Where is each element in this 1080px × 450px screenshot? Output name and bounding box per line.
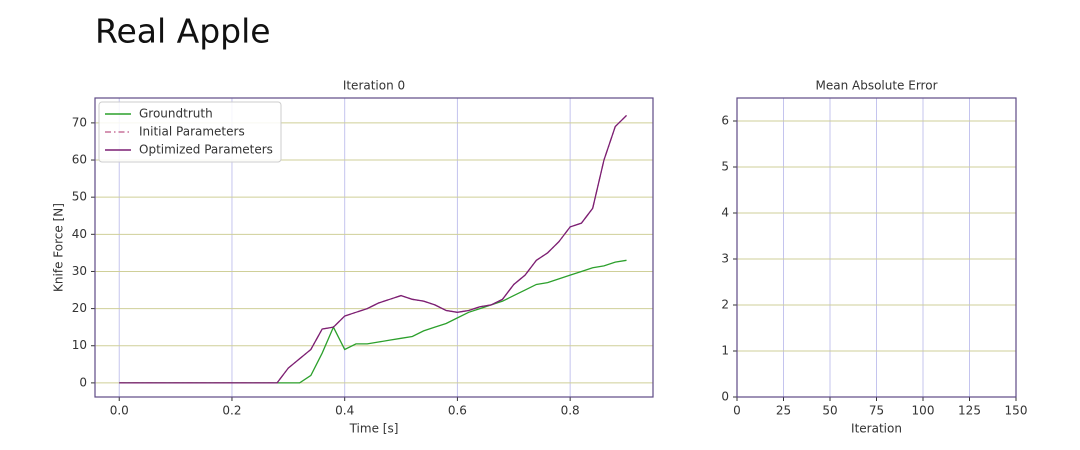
x-tick-label: 50	[822, 404, 837, 418]
x-tick-label: 75	[869, 404, 884, 418]
y-tick-label: 10	[72, 338, 87, 352]
x-tick-label: 125	[958, 404, 981, 418]
legend-box	[98, 101, 282, 163]
y-tick-label: 0	[721, 390, 729, 404]
axes-frame	[736, 97, 1017, 398]
page-title: Real Apple	[95, 12, 271, 51]
series-line	[119, 114, 627, 384]
y-tick-label: 4	[721, 206, 729, 220]
y-tick-label: 20	[72, 301, 87, 315]
x-tick-label: 0.0	[110, 404, 129, 418]
x-tick-label: 25	[776, 404, 791, 418]
chart-title: Iteration 0	[343, 79, 405, 93]
x-tick-label: 0.4	[335, 404, 354, 418]
x-axis-label: Time [s]	[349, 422, 399, 436]
legend-label: Groundtruth	[139, 107, 213, 121]
x-tick-label: 150	[1005, 404, 1028, 418]
y-tick-label: 1	[721, 344, 729, 358]
x-axis-label: Iteration	[851, 422, 902, 436]
y-tick-label: 70	[72, 115, 87, 129]
x-tick-label: 0.2	[222, 404, 241, 418]
y-tick-label: 60	[72, 153, 87, 167]
y-tick-label: 50	[72, 190, 87, 204]
legend-label: Initial Parameters	[139, 125, 245, 139]
y-tick-label: 2	[721, 298, 729, 312]
y-tick-label: 40	[72, 227, 87, 241]
x-tick-label: 100	[912, 404, 935, 418]
x-tick-label: 0.8	[561, 404, 580, 418]
series-line	[119, 259, 627, 384]
x-tick-label: 0.6	[448, 404, 467, 418]
y-tick-label: 6	[721, 114, 729, 128]
y-tick-label: 0	[79, 375, 87, 389]
legend-label: Optimized Parameters	[139, 143, 273, 157]
y-axis-label: Knife Force [N]	[52, 203, 66, 292]
chart-title: Mean Absolute Error	[815, 79, 937, 93]
y-tick-label: 3	[721, 252, 729, 266]
plot-lines	[119, 114, 627, 384]
axes-frame	[94, 97, 654, 398]
x-tick-label: 0	[733, 404, 741, 418]
y-tick-label: 5	[721, 160, 729, 174]
y-tick-label: 30	[72, 264, 87, 278]
